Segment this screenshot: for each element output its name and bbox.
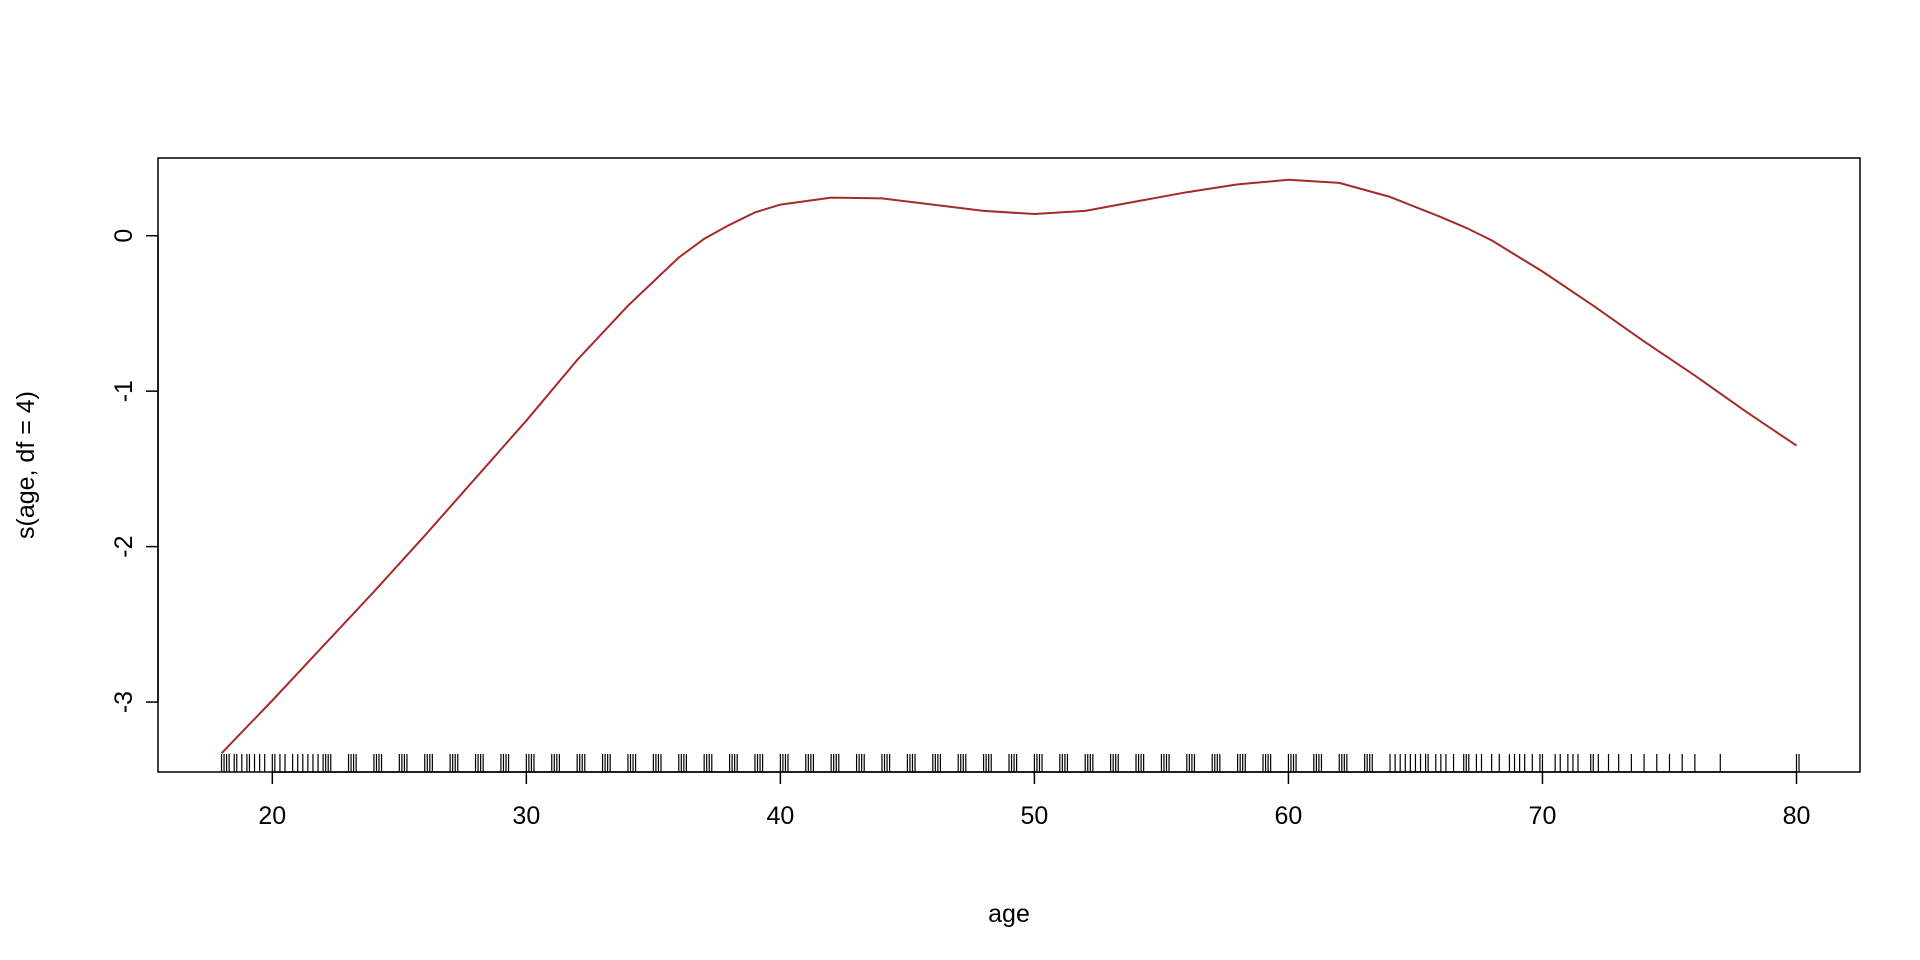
x-tick-label: 80	[1783, 802, 1811, 830]
x-tick-label: 70	[1529, 802, 1557, 830]
y-tick-label: -1	[110, 380, 138, 402]
x-tick-label: 30	[512, 802, 540, 830]
y-tick-label: 0	[110, 229, 138, 243]
x-tick-label: 20	[258, 802, 286, 830]
y-axis-title: s(age, df = 4)	[12, 391, 40, 539]
x-tick-label: 40	[766, 802, 794, 830]
y-tick-label: -3	[110, 691, 138, 713]
x-axis-title: age	[988, 900, 1030, 928]
x-tick-label: 50	[1020, 802, 1048, 830]
x-tick-label: 60	[1275, 802, 1303, 830]
y-tick-label: -2	[110, 535, 138, 557]
